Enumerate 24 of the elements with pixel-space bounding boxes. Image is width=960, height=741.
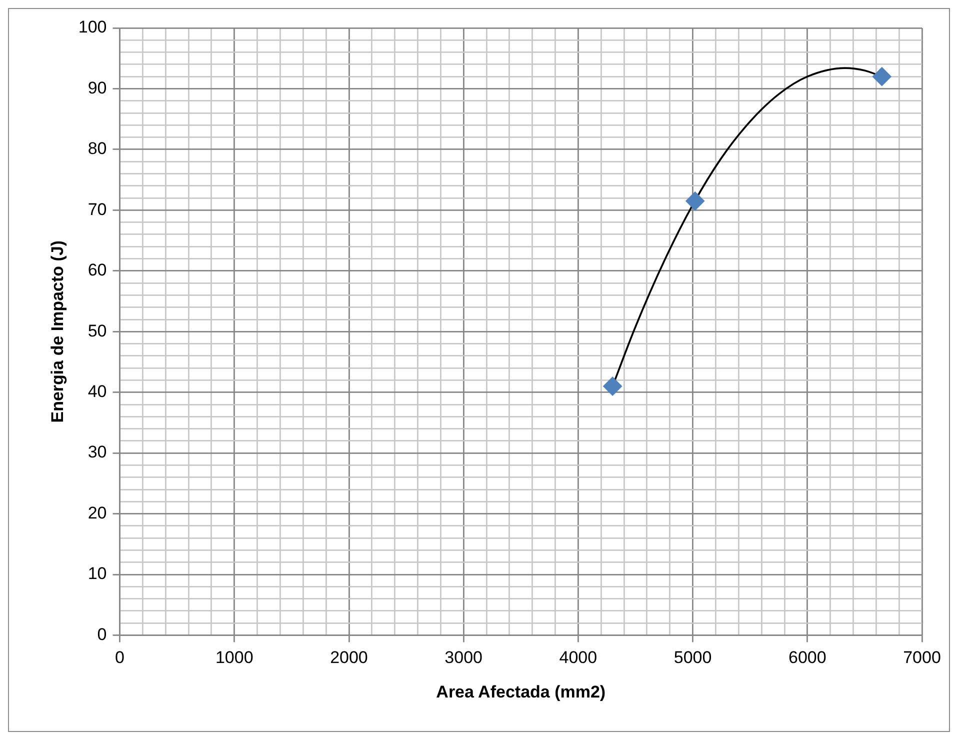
y-tick-label: 20 [88, 503, 107, 522]
point [686, 192, 705, 211]
y-tick-label: 10 [88, 564, 107, 584]
y-axis-title: Energia de Impacto (J) [48, 240, 67, 423]
y-tick-label: 60 [88, 260, 107, 280]
point [603, 376, 622, 396]
y-tick-label: 80 [88, 139, 107, 158]
x-tick-label: 6000 [788, 648, 826, 668]
y-tick-label: 90 [88, 78, 107, 98]
x-tick-label: 4000 [559, 648, 598, 668]
x-tick-label: 1000 [215, 648, 254, 668]
y-tick-label: 40 [88, 382, 107, 402]
y-tick-label: 100 [78, 18, 107, 37]
x-tick-label: 0 [115, 648, 124, 668]
x-axis-title: Area Afectada (mm2) [436, 682, 606, 702]
y-tick-label: 30 [88, 442, 107, 462]
x-tick-label: 3000 [444, 648, 482, 668]
x-tick-label: 7000 [903, 648, 941, 668]
x-tick-label: 5000 [674, 648, 712, 668]
y-tick-label: 70 [88, 200, 107, 219]
point [872, 67, 892, 86]
x-tick-label: 2000 [330, 648, 368, 668]
y-tick-label: 0 [97, 624, 107, 644]
y-tick-label: 50 [88, 321, 107, 340]
